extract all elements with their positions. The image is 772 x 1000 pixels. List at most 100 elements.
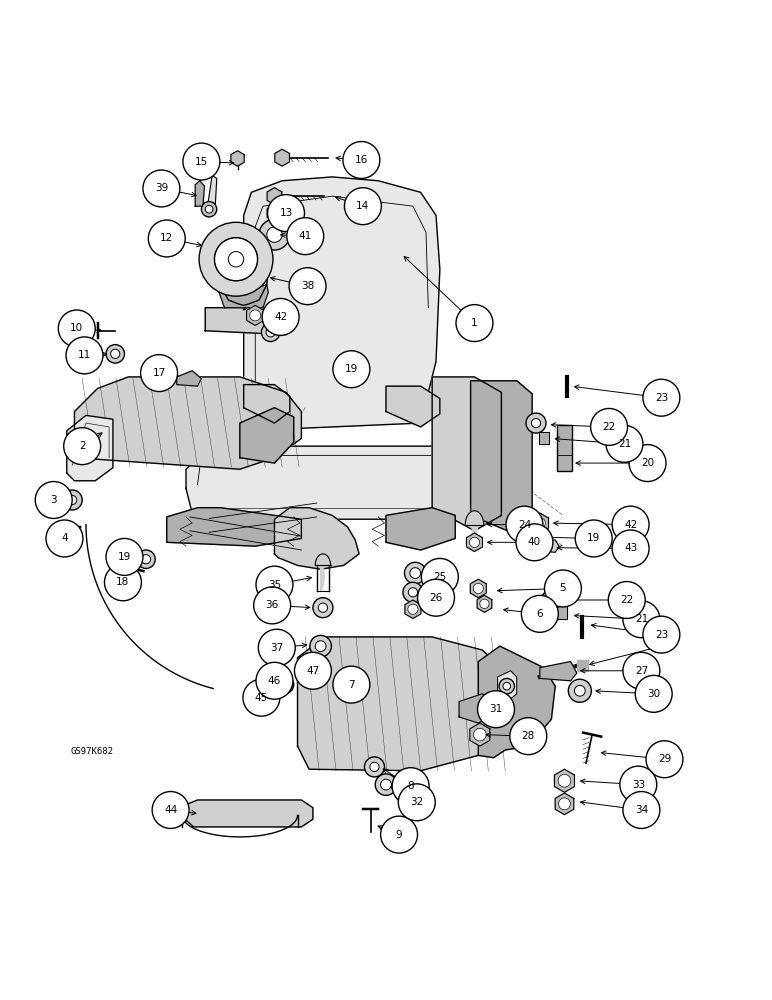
Text: 22: 22 (602, 422, 616, 432)
Circle shape (36, 482, 72, 518)
Circle shape (333, 351, 370, 388)
Circle shape (315, 641, 326, 652)
Circle shape (267, 227, 282, 242)
Circle shape (623, 652, 660, 689)
Circle shape (526, 413, 546, 433)
Circle shape (215, 238, 258, 281)
Text: 21: 21 (618, 439, 631, 449)
Circle shape (381, 816, 418, 853)
Circle shape (473, 583, 483, 594)
Polygon shape (195, 181, 205, 206)
Circle shape (629, 445, 666, 482)
Text: 39: 39 (154, 183, 168, 193)
Text: 34: 34 (635, 805, 648, 815)
Circle shape (201, 202, 217, 217)
Circle shape (558, 774, 571, 787)
Polygon shape (267, 205, 282, 222)
Circle shape (544, 570, 581, 607)
Polygon shape (530, 540, 559, 552)
Circle shape (398, 784, 435, 821)
Circle shape (205, 205, 213, 213)
Text: 29: 29 (658, 754, 671, 764)
Circle shape (141, 355, 178, 392)
Circle shape (612, 506, 649, 543)
Text: 19: 19 (587, 533, 601, 543)
Text: 7: 7 (348, 680, 354, 690)
Circle shape (591, 408, 628, 445)
Text: 23: 23 (655, 393, 668, 403)
Circle shape (364, 757, 384, 777)
Polygon shape (186, 446, 455, 519)
Circle shape (478, 691, 514, 728)
Polygon shape (320, 565, 324, 591)
Text: 45: 45 (255, 693, 268, 703)
Circle shape (104, 564, 141, 601)
Circle shape (405, 562, 426, 584)
Text: 41: 41 (299, 231, 312, 241)
Circle shape (575, 520, 612, 557)
Polygon shape (466, 533, 482, 552)
Circle shape (262, 298, 299, 335)
Circle shape (152, 792, 189, 828)
Text: 4: 4 (61, 533, 68, 543)
Text: 1: 1 (471, 318, 478, 328)
Polygon shape (177, 371, 201, 386)
Text: 33: 33 (631, 780, 645, 790)
Polygon shape (459, 694, 493, 723)
Polygon shape (386, 508, 455, 550)
Polygon shape (432, 377, 501, 531)
Text: 21: 21 (635, 614, 648, 624)
Circle shape (408, 588, 418, 597)
Polygon shape (540, 662, 577, 681)
Circle shape (541, 590, 561, 610)
Circle shape (516, 524, 553, 561)
Circle shape (370, 762, 379, 772)
Circle shape (148, 220, 185, 257)
Text: 40: 40 (528, 537, 541, 547)
Circle shape (531, 418, 540, 428)
Polygon shape (208, 175, 217, 206)
Polygon shape (301, 666, 317, 685)
Circle shape (294, 652, 331, 689)
Circle shape (643, 616, 680, 653)
Text: 14: 14 (357, 201, 370, 211)
Circle shape (59, 310, 95, 347)
Text: 9: 9 (396, 830, 402, 840)
Circle shape (469, 537, 479, 547)
Polygon shape (246, 305, 264, 325)
Circle shape (243, 679, 279, 716)
Circle shape (143, 170, 180, 207)
Polygon shape (497, 671, 516, 702)
Text: 46: 46 (268, 676, 281, 686)
Circle shape (410, 568, 421, 578)
Circle shape (375, 774, 397, 795)
Polygon shape (386, 386, 440, 427)
Text: 42: 42 (274, 312, 287, 322)
Text: 26: 26 (429, 593, 442, 603)
Polygon shape (219, 285, 269, 308)
Polygon shape (557, 606, 567, 619)
Polygon shape (554, 769, 574, 792)
Circle shape (262, 323, 279, 342)
Text: 44: 44 (164, 805, 178, 815)
Circle shape (510, 718, 547, 755)
Circle shape (229, 252, 244, 267)
Polygon shape (577, 660, 587, 671)
Polygon shape (315, 554, 330, 565)
Polygon shape (470, 723, 490, 746)
Text: 12: 12 (160, 233, 174, 243)
Text: 11: 11 (78, 350, 91, 360)
Text: 37: 37 (270, 643, 283, 653)
Polygon shape (479, 646, 555, 758)
Circle shape (268, 195, 304, 232)
Circle shape (403, 582, 423, 602)
Polygon shape (539, 432, 549, 444)
Circle shape (259, 219, 290, 250)
Polygon shape (471, 381, 532, 535)
Circle shape (344, 188, 381, 225)
Polygon shape (405, 600, 421, 618)
Text: 17: 17 (152, 368, 166, 378)
Circle shape (643, 379, 680, 416)
Circle shape (254, 587, 290, 624)
Text: 3: 3 (50, 495, 57, 505)
